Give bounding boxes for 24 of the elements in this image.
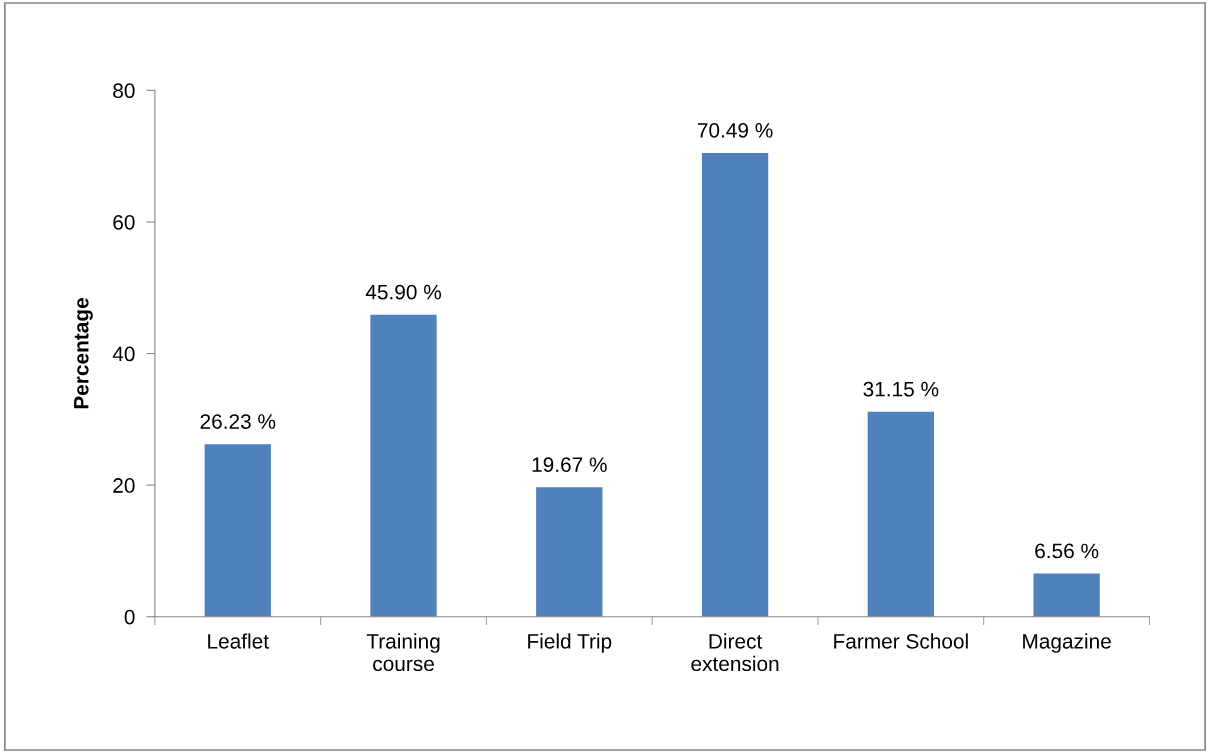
bar <box>1033 573 1100 617</box>
data-label: 70.49 % <box>697 122 773 138</box>
y-tick-label: 60 <box>113 214 135 230</box>
bar <box>370 314 437 617</box>
data-label: 45.90 % <box>365 284 442 300</box>
y-tick-label: 40 <box>112 346 135 362</box>
bar <box>204 444 271 617</box>
y-tick-label: 20 <box>113 478 135 493</box>
y-axis-title: Percentage <box>74 298 93 409</box>
data-label: 31.15 % <box>863 381 939 397</box>
bar <box>536 487 603 617</box>
x-tick-label: Farmer School <box>834 633 968 649</box>
x-tick-label: Field Trip <box>528 633 612 653</box>
data-label: 19.67 % <box>532 457 607 473</box>
x-tick-label: Magazine <box>1023 633 1111 653</box>
y-tick-label: 0 <box>124 609 135 625</box>
bar <box>867 411 934 617</box>
data-label: 6.56 % <box>1035 543 1099 559</box>
x-tick-label: Direct extension <box>691 633 779 672</box>
data-label: 26.23 % <box>200 414 276 429</box>
x-tick-label: Training course <box>366 633 440 672</box>
bar <box>701 152 769 617</box>
x-tick-label: Leaflet <box>208 633 269 649</box>
y-tick-label: 80 <box>113 83 135 99</box>
